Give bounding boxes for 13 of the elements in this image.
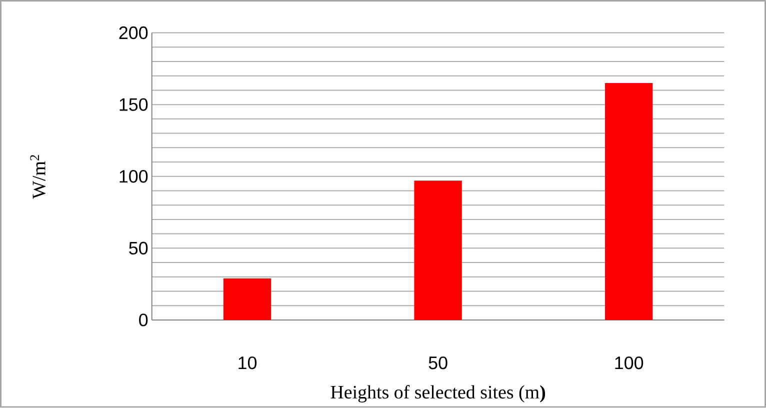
- y-tick-label: 50: [129, 242, 148, 255]
- x-tick-label: 10: [238, 356, 257, 370]
- y-axis-title: W/m$^{2}$: [30, 155, 46, 199]
- bar: [414, 180, 462, 320]
- bar: [223, 278, 272, 320]
- x-axis-title: Heights of selected sites (m): [330, 385, 546, 403]
- y-tick-label: 100: [120, 170, 148, 183]
- y-tick-label: 150: [120, 98, 148, 112]
- x-tick-label: 50: [428, 356, 448, 370]
- y-tick-label: 0: [139, 314, 148, 326]
- x-tick-label: 100: [615, 356, 644, 370]
- bar: [604, 83, 653, 320]
- y-tick-label: 200: [119, 26, 148, 40]
